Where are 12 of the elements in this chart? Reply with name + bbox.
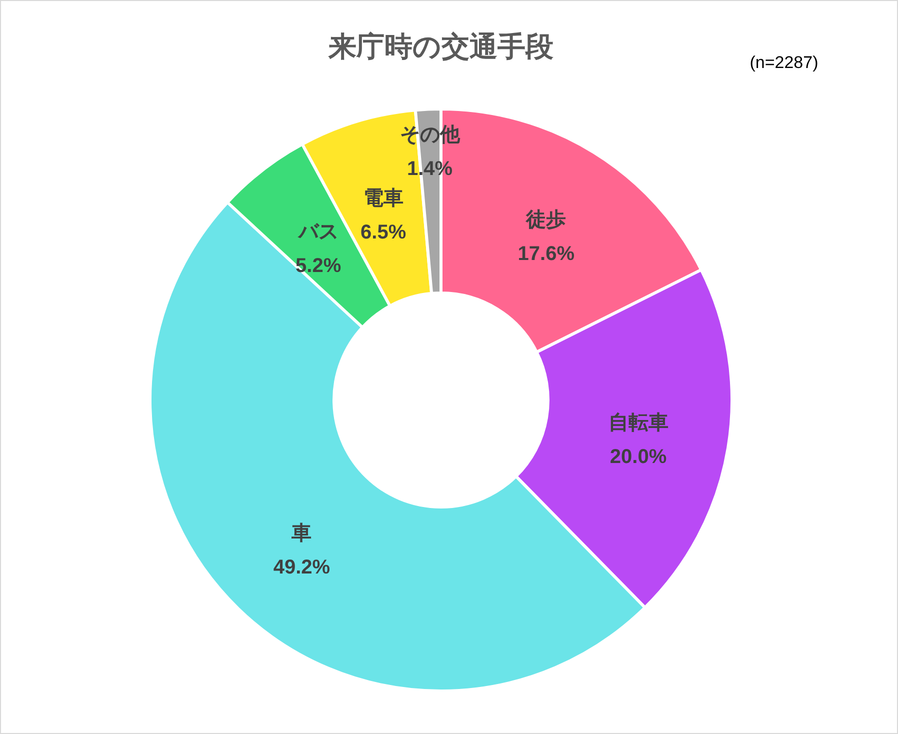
text: (n=2287) [750, 53, 818, 72]
slice-label: 自転車 [608, 412, 668, 434]
data-label: 17.6% [518, 242, 575, 265]
data-label: 20.0% [610, 446, 667, 468]
data-label: 49.2% [273, 556, 330, 579]
chart-title: 来庁時の交通手段 [328, 31, 554, 62]
slice-label: 車 [290, 522, 312, 545]
data-label: 5.2% [296, 255, 342, 278]
data-label: 6.5% [360, 221, 406, 244]
slice-label: 電車 [363, 187, 404, 210]
slice-label: 徒歩 [525, 208, 566, 231]
slice-label: バス [297, 221, 338, 244]
